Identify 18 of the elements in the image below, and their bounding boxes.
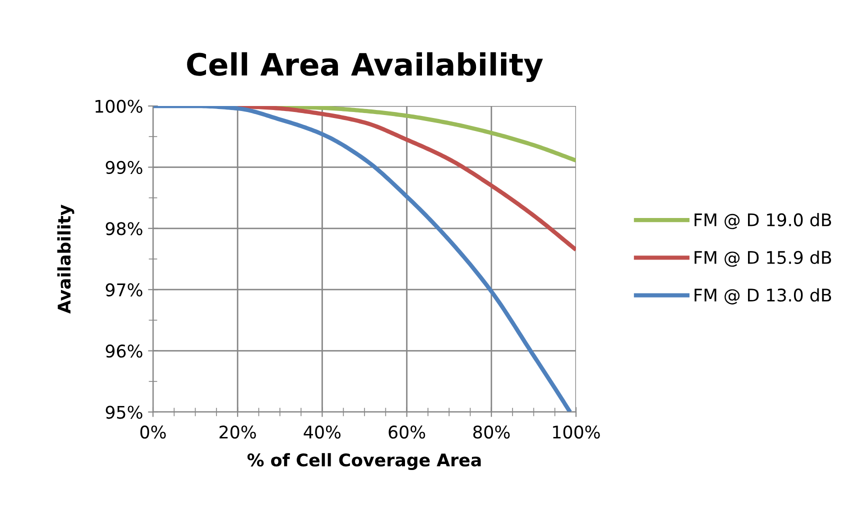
y-tick-label: 100%: [96, 100, 142, 113]
x-tick-label: 40%: [304, 426, 341, 439]
chart-title: Cell Area Availability: [187, 52, 543, 82]
x-tick-label: 80%: [473, 426, 510, 439]
x-tick-label: 60%: [388, 426, 426, 439]
legend-label: FM @ D 19.0 dB: [694, 212, 832, 230]
y-axis-title: Availability: [57, 204, 74, 314]
x-axis-title: % of Cell Coverage Area: [247, 453, 481, 470]
x-tick-label: 20%: [220, 426, 256, 439]
x-tick-label: 0%: [140, 426, 166, 439]
y-tick-label: 99%: [106, 160, 142, 174]
x-tick-label: 100%: [553, 426, 600, 439]
y-tick-label: 96%: [106, 344, 142, 358]
y-tick-label: 97%: [106, 283, 142, 296]
legend-label: FM @ D 15.9 dB: [694, 250, 832, 267]
y-tick-label: 95%: [106, 406, 142, 419]
y-tick-label: 98%: [106, 222, 142, 236]
legend-label: FM @ D 13.0 dB: [694, 288, 832, 304]
